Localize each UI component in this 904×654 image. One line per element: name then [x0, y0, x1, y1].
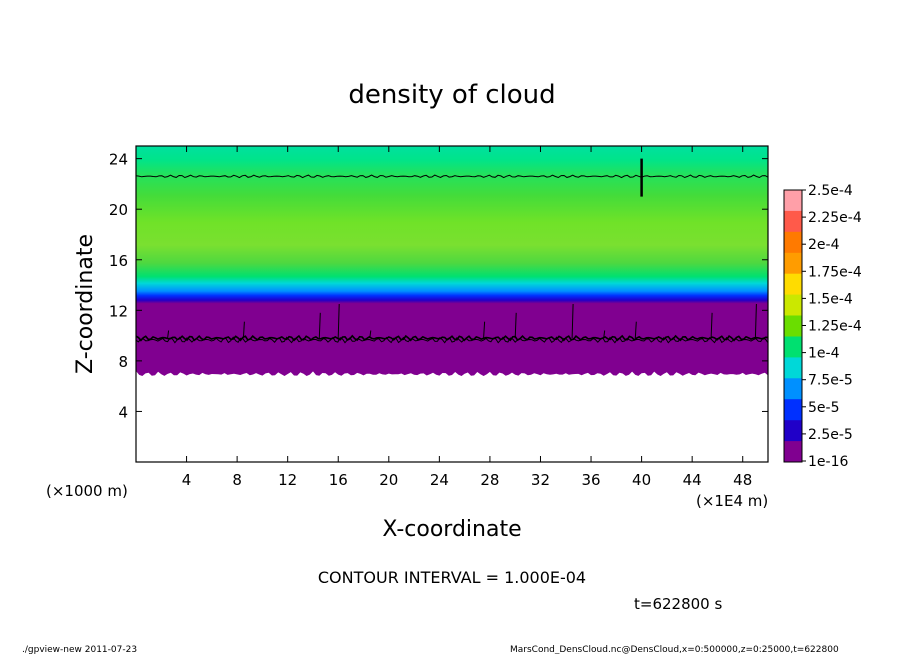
x-tick-label: 40: [632, 471, 651, 489]
x-axis-label: X-coordinate: [382, 517, 521, 542]
density-field: [136, 146, 768, 371]
contour-speck: [710, 312, 713, 339]
colorbar-label: 5e-5: [808, 400, 839, 416]
contour-speck: [369, 330, 372, 339]
colorbar-swatch: [784, 378, 802, 400]
footer-left-text: ./gpview-new 2011-07-23: [22, 645, 137, 654]
colorbar-swatch: [784, 315, 802, 337]
y-tick-label: 8: [118, 353, 128, 371]
colorbar-label: 2.5e-4: [808, 183, 853, 199]
contour-speck: [318, 312, 321, 339]
x-tick-label: 48: [733, 471, 752, 489]
contour-speck: [167, 330, 170, 339]
x-axis-ticks: 4 8 12 16 20 24 28 32 36 40 44 48: [182, 146, 752, 489]
colorbar-label: 1.25e-4: [808, 319, 862, 335]
x-tick-label: 12: [278, 471, 297, 489]
contour-interval-text: CONTOUR INTERVAL = 1.000E-04: [318, 568, 586, 587]
colorbar-swatch: [784, 252, 802, 275]
colorbar-label: 7.5e-5: [808, 373, 853, 389]
x-tick-label: 36: [581, 471, 600, 489]
colorbar-label: 1e-4: [808, 346, 840, 362]
colorbar-swatch: [784, 210, 802, 233]
x-tick-label: 28: [480, 471, 499, 489]
x-tick-label: 8: [232, 471, 242, 489]
colorbar-label: 1e-16: [808, 454, 848, 470]
colorbar-swatch: [784, 357, 802, 379]
chart-title: density of cloud: [348, 80, 555, 110]
plot-frame: [135, 145, 769, 463]
cloud-base-edge: [136, 367, 768, 376]
colorbar-swatch: [784, 441, 802, 463]
footer-right-text: MarsCond_DensCloud.nc@DensCloud,x=0:5000…: [510, 645, 839, 654]
y-tick-label: 20: [109, 201, 128, 219]
contour-speck: [514, 312, 517, 339]
x-tick-label: 4: [182, 471, 192, 489]
colorbar-swatch: [784, 399, 802, 421]
x-tick-label: 20: [379, 471, 398, 489]
time-text: t=622800 s: [634, 595, 722, 613]
y-axis-ticks: 4 8 12 16 20 24: [109, 151, 768, 421]
contour-speck: [754, 303, 757, 339]
contour-speck: [337, 303, 340, 339]
contour-speck: [571, 303, 574, 339]
colorbar-swatch: [784, 420, 802, 442]
x-tick-label: 16: [329, 471, 348, 489]
contour-line-lower-thick: [135, 336, 769, 344]
colorbar-label: 2.25e-4: [808, 210, 862, 226]
x-tick-label: 24: [430, 471, 449, 489]
colorbar-swatch: [784, 294, 802, 316]
colorbar-label: 1.75e-4: [808, 264, 862, 280]
contour-speck: [242, 321, 245, 339]
y-tick-label: 4: [118, 403, 128, 421]
colorbar-swatch: [784, 273, 802, 296]
y-unit-label: (×1000 m): [46, 482, 128, 500]
y-tick-label: 12: [109, 302, 128, 320]
contour-speck: [634, 321, 637, 339]
contour-speck: [483, 321, 486, 339]
colorbar-swatch: [784, 336, 802, 358]
colorbar-label: 1.5e-4: [808, 291, 853, 307]
contour-specks: [167, 158, 757, 339]
contour-line-upper: [135, 174, 769, 179]
y-tick-label: 24: [109, 151, 128, 169]
x-unit-label: (×1E4 m): [696, 492, 768, 510]
contour-speck: [603, 330, 606, 339]
colorbar: 2.5e-4 2.25e-4 2e-4 1.75e-4 1.5e-4 1.25e-4 1e-…: [783, 183, 862, 470]
x-tick-label: 32: [531, 471, 550, 489]
colorbar-swatch: [784, 190, 802, 212]
x-tick-label: 44: [683, 471, 702, 489]
y-tick-label: 16: [109, 252, 128, 270]
colorbar-label: 2.5e-5: [808, 427, 853, 443]
colorbar-label: 2e-4: [808, 237, 840, 253]
colorbar-swatch: [784, 231, 802, 254]
y-axis-label: Z-coordinate: [73, 234, 98, 374]
